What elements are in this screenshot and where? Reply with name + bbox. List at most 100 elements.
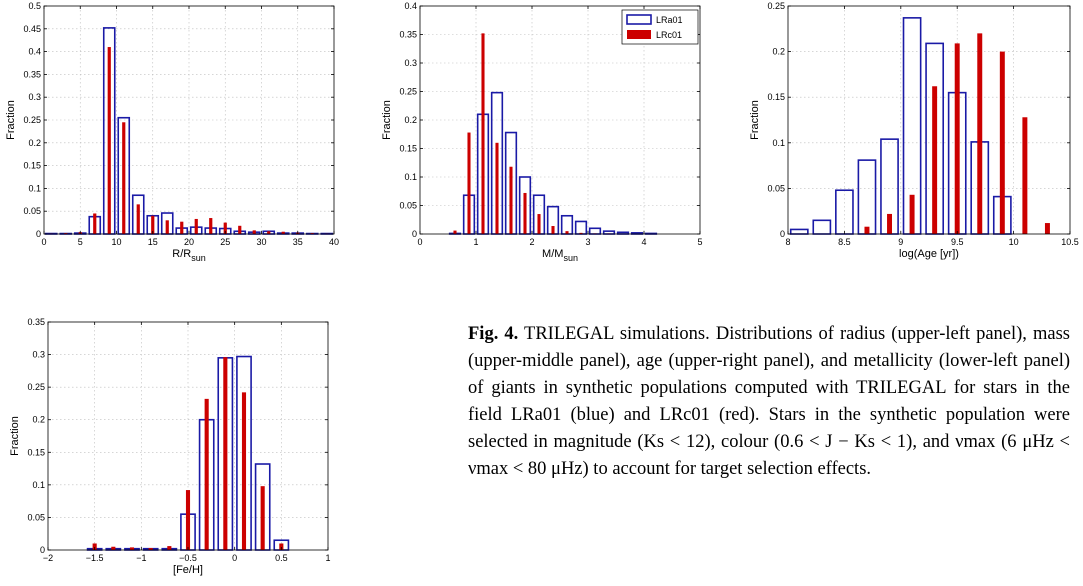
y-axis-label: Fraction bbox=[749, 100, 761, 140]
y-tick-label: 0.15 bbox=[27, 447, 45, 457]
x-tick-label: 20 bbox=[184, 237, 194, 247]
y-tick-label: 0 bbox=[40, 545, 45, 555]
bar-lrc01 bbox=[999, 51, 1005, 234]
legend-label-lrc01: LRc01 bbox=[656, 30, 682, 40]
y-tick-label: 0.4 bbox=[404, 1, 417, 11]
legend-swatch-lra01 bbox=[626, 14, 652, 25]
bar-lrc01 bbox=[523, 192, 527, 234]
legend-label-lra01: LRa01 bbox=[656, 15, 683, 25]
x-axis-label: [Fe/H] bbox=[173, 564, 203, 576]
chart-panel-upper-left: 0 5 10 15 20 25 30 35 40 0 0.05 0.1 0.15 0.2 0.25 0.3 0.… bbox=[5, 1, 339, 263]
y-tick-label: 0.15 bbox=[399, 144, 417, 154]
y-tick-label: 0.25 bbox=[23, 115, 41, 125]
y-tick-label: 0.1 bbox=[772, 138, 785, 148]
y-tick-label: 0.4 bbox=[28, 47, 41, 57]
y-tick-label: 0.1 bbox=[32, 480, 45, 490]
x-axis-label-subscript: sun bbox=[191, 253, 206, 263]
x-tick-label: −1 bbox=[136, 553, 146, 563]
bar-lrc01 bbox=[209, 218, 213, 234]
x-tick-label: 0 bbox=[41, 237, 46, 247]
bar-lrc01 bbox=[467, 132, 471, 234]
legend-swatch-lrc01 bbox=[627, 30, 651, 39]
bar-lrc01 bbox=[1044, 223, 1050, 234]
x-tick-label: 3 bbox=[585, 237, 590, 247]
y-axis-label: Fraction bbox=[9, 416, 21, 456]
bar-lrc01 bbox=[1022, 117, 1028, 234]
bar-lrc01 bbox=[481, 33, 485, 234]
x-tick-label: 35 bbox=[293, 237, 303, 247]
x-axis-label: R/Rsun bbox=[172, 248, 205, 263]
x-tick-label: 0.5 bbox=[275, 553, 288, 563]
y-tick-label: 0 bbox=[780, 229, 785, 239]
chart-panel-upper-middle: 0 1 2 3 4 5 0 0.05 0.1 0.15 0.2 0.25 0.3 0.35 0.4 M/Msu… bbox=[381, 1, 703, 263]
bar-lrc01 bbox=[167, 546, 172, 550]
x-tick-label: 30 bbox=[256, 237, 266, 247]
bar-lrc01 bbox=[864, 226, 870, 234]
y-tick-label: 0.2 bbox=[32, 415, 45, 425]
y-tick-label: 0.2 bbox=[772, 47, 785, 57]
bar-lrc01 bbox=[977, 33, 983, 234]
bar-lrc01 bbox=[223, 222, 227, 234]
bar-lrc01 bbox=[565, 231, 569, 234]
x-tick-label: 4 bbox=[641, 237, 646, 247]
chart-panel-lower-left: −2 −1.5 −1 −0.5 0 0.5 1 0 0.05 0.1 0.15 0.2 0.25 0.3 0… bbox=[9, 317, 331, 576]
x-axis-label: log(Age [yr]) bbox=[899, 248, 959, 260]
y-tick-label: 0.25 bbox=[27, 382, 45, 392]
y-tick-label: 0.2 bbox=[28, 138, 41, 148]
bar-lrc01 bbox=[151, 215, 155, 234]
x-tick-label: 0 bbox=[232, 553, 237, 563]
y-axis-label: Fraction bbox=[381, 100, 393, 140]
bar-lrc01 bbox=[509, 166, 513, 234]
x-tick-label: −2 bbox=[43, 553, 53, 563]
bar-lrc01 bbox=[579, 232, 583, 234]
x-tick-label: 25 bbox=[220, 237, 230, 247]
bar-lrc01 bbox=[495, 142, 499, 234]
y-tick-label: 0.15 bbox=[23, 161, 41, 171]
y-tick-label: 0.1 bbox=[404, 172, 417, 182]
x-tick-label: 5 bbox=[697, 237, 702, 247]
x-tick-label: 40 bbox=[329, 237, 339, 247]
bar-lra01 bbox=[812, 219, 832, 235]
y-tick-label: 0.3 bbox=[404, 58, 417, 68]
bar-lrc01 bbox=[136, 204, 140, 234]
caption-text: TRILEGAL simulations. Distributions of r… bbox=[468, 324, 1070, 479]
bar-lrc01 bbox=[909, 194, 915, 234]
x-tick-label: 1 bbox=[473, 237, 478, 247]
bar-lrc01 bbox=[185, 490, 191, 550]
x-tick-label: 9.5 bbox=[951, 237, 964, 247]
y-axis-label: Fraction bbox=[5, 100, 17, 140]
bar-lrc01 bbox=[129, 547, 135, 550]
y-tick-label: 0.45 bbox=[23, 24, 41, 34]
x-tick-label: 9 bbox=[898, 237, 903, 247]
bar-lrc01 bbox=[122, 122, 126, 234]
x-tick-label: 2 bbox=[529, 237, 534, 247]
bar-lra01 bbox=[588, 227, 602, 235]
bar-lrc01 bbox=[194, 218, 198, 234]
y-tick-label: 0.1 bbox=[28, 183, 41, 193]
y-tick-label: 0.35 bbox=[27, 317, 45, 327]
bar-lrc01 bbox=[148, 548, 153, 550]
caption-label: Fig. 4. bbox=[468, 324, 519, 344]
y-tick-label: 0.3 bbox=[32, 350, 45, 360]
x-axis-label: M/Msun bbox=[542, 248, 578, 263]
bar-lrc01 bbox=[165, 220, 169, 234]
y-tick-label: 0 bbox=[412, 229, 417, 239]
bar-lrc01 bbox=[281, 231, 285, 234]
x-tick-label: 10.5 bbox=[1061, 237, 1079, 247]
x-tick-label: −0.5 bbox=[179, 553, 197, 563]
x-tick-label: 5 bbox=[78, 237, 83, 247]
x-tick-label: 8.5 bbox=[838, 237, 851, 247]
x-axis-label-subscript: sun bbox=[563, 253, 578, 263]
y-tick-label: 0 bbox=[36, 229, 41, 239]
bar-lrc01 bbox=[267, 231, 271, 234]
bar-lrc01 bbox=[92, 543, 97, 550]
y-tick-label: 0.15 bbox=[767, 92, 785, 102]
y-tick-label: 0.05 bbox=[23, 206, 41, 216]
bar-lrc01 bbox=[252, 230, 256, 234]
y-tick-label: 0.05 bbox=[27, 512, 45, 522]
bar-lra01 bbox=[857, 159, 877, 235]
bar-lrc01 bbox=[93, 213, 97, 234]
axes-box bbox=[787, 5, 1071, 235]
figure-caption: Fig. 4. TRILEGAL simulations. Distributi… bbox=[468, 321, 1070, 483]
x-tick-label: 8 bbox=[785, 237, 790, 247]
